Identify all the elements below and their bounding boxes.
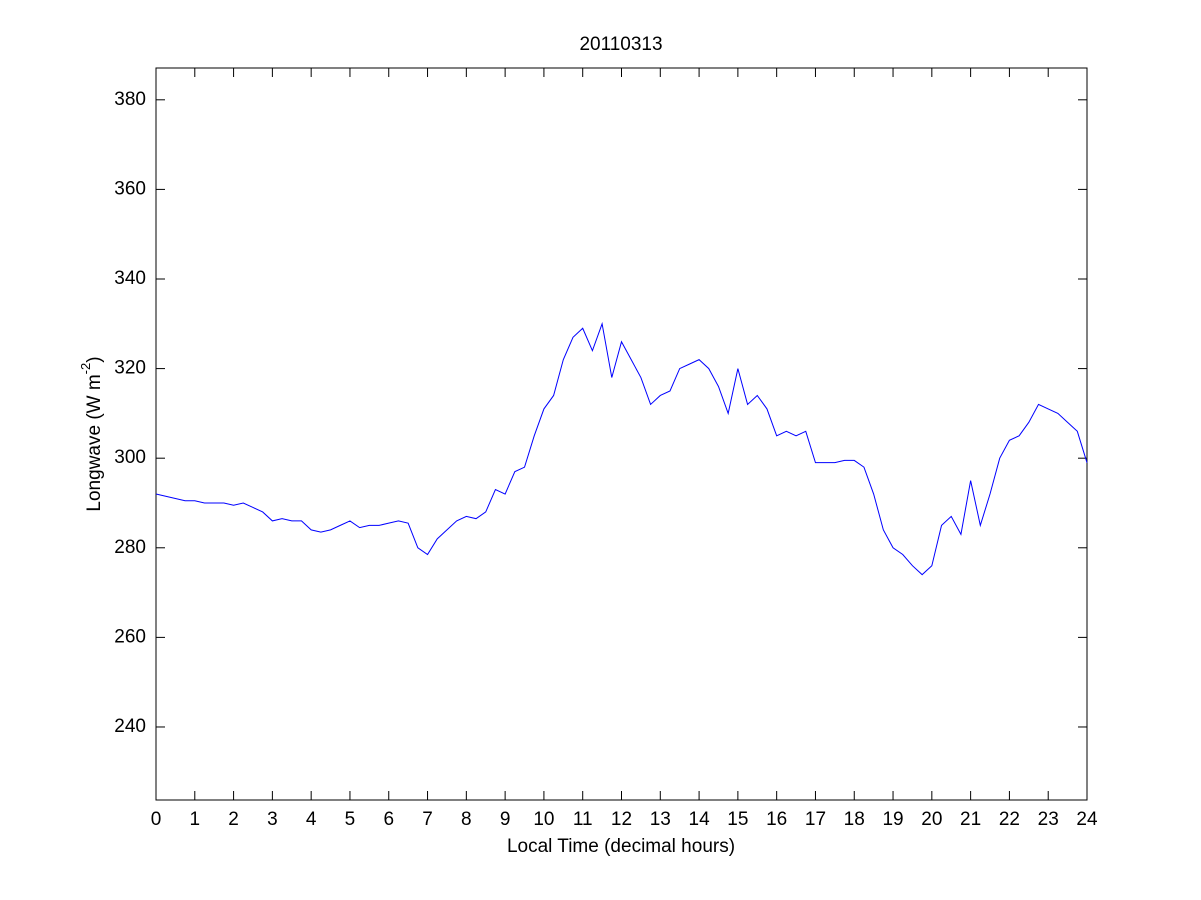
x-tick-label: 19 [882,809,903,830]
x-tick-label: 17 [805,809,826,830]
data-line [155,321,1088,576]
y-axis-label: Longwave (W m-2) [78,356,105,511]
y-label-superscript: -2 [78,363,93,375]
x-tick-label: 22 [999,809,1020,830]
x-tick-label: 20 [921,809,942,830]
x-tick-label: 3 [267,809,278,830]
y-tick-label: 380 [114,89,146,110]
x-tick-label: 23 [1038,809,1059,830]
x-tick-label: 12 [611,809,632,830]
x-tick-label: 5 [345,809,356,830]
x-tick-label: 21 [960,809,981,830]
y-label-close: ) [84,356,105,362]
x-tick-label: 7 [422,809,433,830]
x-tick-label: 8 [461,809,472,830]
x-tick-label: 15 [727,809,748,830]
y-tick-label: 300 [114,447,146,468]
y-tick-label: 240 [114,716,146,737]
x-tick-label: 6 [383,809,394,830]
y-tick-label: 260 [114,626,146,647]
x-tick-label: 2 [228,809,239,830]
x-tick-label: 24 [1076,809,1098,830]
y-tick-label: 360 [114,178,146,199]
y-tick-label: 280 [114,537,146,558]
x-axis-label: Local Time (decimal hours) [507,836,735,857]
chart-title: 20110313 [579,34,662,55]
x-tick-label: 13 [650,809,671,830]
x-tick-label: 0 [151,809,162,830]
x-tick-label: 16 [766,809,787,830]
x-tick-label: 1 [190,809,201,830]
x-tick-label: 11 [573,809,593,830]
y-tick-label: 320 [114,358,146,379]
x-tick-label: 18 [844,809,865,830]
y-label-base: Longwave (W m [84,374,105,511]
x-tick-label: 14 [689,809,711,830]
x-tick-label: 9 [500,809,511,830]
x-tick-label: 4 [306,809,317,830]
y-tick-label: 340 [114,268,146,289]
x-tick-label: 10 [533,809,554,830]
